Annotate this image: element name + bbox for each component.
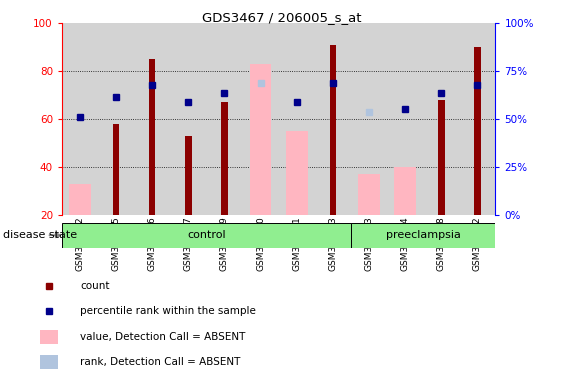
Bar [135, 23, 170, 215]
Bar [207, 23, 242, 215]
Bar [387, 23, 423, 215]
Text: rank, Detection Call = ABSENT: rank, Detection Call = ABSENT [80, 357, 240, 367]
Text: count: count [80, 281, 109, 291]
Bar [351, 223, 495, 248]
Text: GDS3467 / 206005_s_at: GDS3467 / 206005_s_at [202, 12, 361, 25]
Bar [474, 47, 481, 215]
Bar [423, 23, 459, 215]
Bar [315, 23, 351, 215]
Bar [329, 45, 336, 215]
Bar [221, 102, 228, 215]
Text: preeclampsia: preeclampsia [386, 230, 461, 240]
Bar [351, 23, 387, 215]
Bar [113, 124, 119, 215]
Bar [39, 330, 58, 344]
Bar [185, 136, 191, 215]
Bar [39, 355, 58, 369]
Bar [358, 174, 380, 215]
Bar [62, 223, 351, 248]
Bar [62, 23, 98, 215]
Bar [279, 23, 315, 215]
Bar [149, 59, 155, 215]
Bar [69, 184, 91, 215]
Text: percentile rank within the sample: percentile rank within the sample [80, 306, 256, 316]
Bar [99, 23, 134, 215]
Text: value, Detection Call = ABSENT: value, Detection Call = ABSENT [80, 332, 245, 342]
Text: disease state: disease state [3, 230, 77, 240]
Bar [250, 64, 271, 215]
Bar [286, 131, 307, 215]
Bar [459, 23, 495, 215]
Bar [394, 167, 416, 215]
Bar [438, 100, 445, 215]
Bar [243, 23, 278, 215]
Bar [171, 23, 206, 215]
Text: control: control [187, 230, 226, 240]
